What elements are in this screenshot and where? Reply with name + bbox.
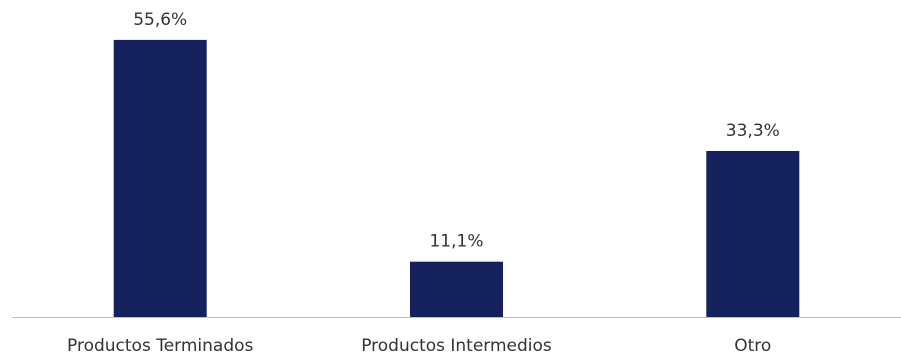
x-tick-label-2: Otro <box>734 336 771 354</box>
tick-labels-layer: Productos Terminados Productos Intermedio… <box>67 336 771 354</box>
data-label-1: 11,1% <box>429 232 483 252</box>
bar-0 <box>113 39 207 318</box>
bars-layer <box>113 39 800 318</box>
data-label-0: 55,6% <box>133 10 187 30</box>
bar-1 <box>410 261 503 317</box>
x-tick-label-0: Productos Terminados <box>67 336 254 354</box>
data-label-2: 33,3% <box>726 121 780 141</box>
labels-layer: 55,6% 11,1% 33,3% <box>133 10 780 252</box>
bar-2 <box>706 151 800 317</box>
x-tick-label-1: Productos Intermedios <box>361 336 552 354</box>
